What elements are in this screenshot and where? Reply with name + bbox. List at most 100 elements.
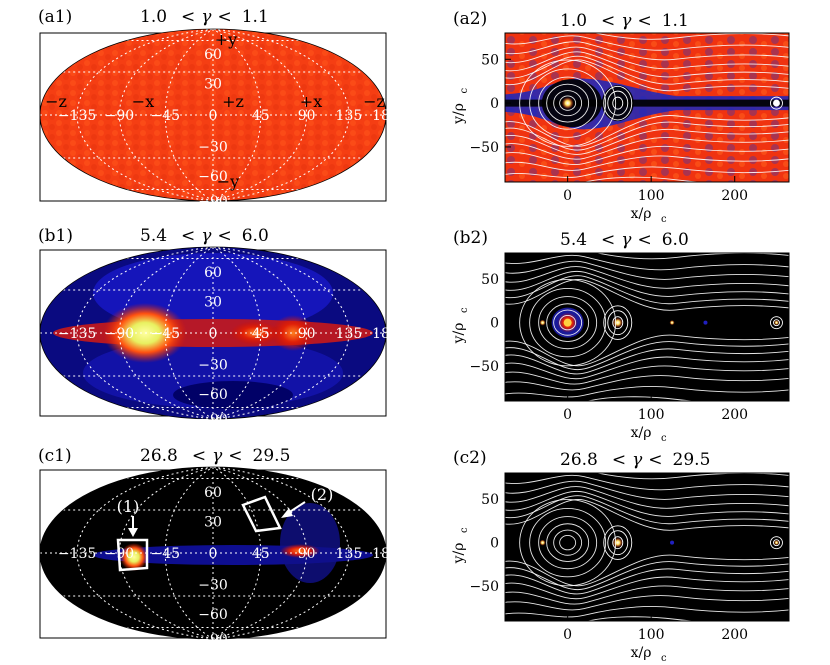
field-line [529,507,607,578]
x-tick-label: 0 [563,407,572,423]
longitude-label: 135 [336,326,363,342]
direction-minus-x: −x [132,92,154,111]
x-tick-label: 0 [563,627,572,643]
field-line [770,536,783,550]
hot-dot [669,320,675,326]
field-line [505,41,789,61]
hot-dot [773,540,779,546]
field-map-panel-c2: 50 0 −50 0 100 200 x/ρ c y/ρ c [451,472,790,664]
field-line [505,486,789,509]
longitude-label: −90 [105,326,135,342]
field-line [505,137,789,160]
field-line [505,46,789,70]
row-title-3: (c1) (c2)26.8 < γ <29.5 26.8 < γ <29.5 [38,446,710,470]
field-line [505,568,789,595]
meridian [76,29,214,201]
lt-sign: < [637,11,651,31]
field-line [505,606,789,618]
x-tick-label: 100 [638,188,665,204]
gamma-high: 29.5 [253,446,291,466]
longitude-label: 0 [209,326,218,342]
gamma-symbol: γ [212,446,223,466]
field-line [505,166,789,178]
longitude-label: −45 [150,326,180,342]
row-title-2: (b1) (b2)5.4 < γ <6.0 5.4 < γ <6.0 [38,226,689,250]
y-tick-label: −50 [469,359,499,375]
plot-frame [504,472,790,622]
field-line [505,561,789,591]
gamma-high: 1.1 [662,11,689,31]
panel-label-right: (a2) [453,9,487,29]
field-line [612,316,624,330]
field-line [505,474,789,491]
field-line [505,270,789,297]
y-axis-label: y/ρ [451,323,467,345]
lt-sign: < [217,7,231,27]
hot-dot [561,97,574,110]
hot-dot [539,319,546,326]
gamma-low: 1.0 [140,7,167,27]
lt-sign: < [612,450,626,470]
longitude-label: −45 [150,108,180,124]
field-line [553,309,583,336]
latitude-label: −60 [198,387,228,403]
field-line [519,278,617,367]
field-map-panel-a2: 50 0 −50 0 100 200 x/ρ c y/ρ c [451,32,790,225]
latitude-label: −30 [198,357,228,373]
field-line [505,145,789,165]
field-line [505,115,789,147]
hot-dot [773,100,780,107]
lt-sign: < [637,230,651,250]
field-heatmap [505,473,789,621]
longitude-label: 45 [252,108,270,124]
longitude-label: 0 [209,546,218,562]
gamma-title-left: 5.4 < γ <6.0 [140,226,269,246]
longitude-label: −90 [105,108,135,124]
latitude-label: 60 [204,47,222,63]
gamma-high: 1.1 [242,7,269,27]
heat-blob [280,503,340,583]
direction-plus-x: +x [300,92,322,111]
field-line [559,95,577,111]
field-line [553,529,583,556]
field-heatmap [505,33,789,182]
hot-dot [612,317,623,328]
hot-dot [703,320,708,325]
region-label-2: (2) [311,485,334,504]
plot-frame [504,252,790,402]
heat-hotspot [120,543,148,571]
gamma-low: 5.4 [140,226,167,246]
longitude-label: −135 [58,108,96,124]
y-tick-label: 0 [490,316,499,332]
field-line [505,51,789,78]
lt-sign: < [601,11,615,31]
field-line [603,305,633,340]
x-tick-label: 0 [563,188,572,204]
lt-sign: < [217,226,231,246]
latitude-label: 30 [204,295,222,311]
meridian [212,29,350,201]
direction-minus-z: −z [363,92,385,111]
lt-sign: < [228,446,242,466]
field-line [505,348,789,375]
longitude-label: 45 [252,546,270,562]
field-line [505,585,789,605]
lt-sign: < [601,230,615,250]
y-axis-label: y/ρ [451,103,467,125]
region-box-1 [116,538,149,572]
gamma-low: 5.4 [560,230,587,250]
meridian [212,467,262,639]
field-line [553,90,583,117]
field-line [773,539,780,547]
field-line [612,96,624,110]
field-line [546,523,590,562]
latitude-label: 30 [204,77,222,93]
region-box-2 [241,495,282,533]
heat-core [601,85,634,122]
sky-heatmap [40,29,386,201]
x-axis-label: x/ρ [631,206,652,222]
gamma-title-right: 26.8 < γ <29.5 [560,450,710,470]
direction-plus-y: +y [215,30,237,49]
